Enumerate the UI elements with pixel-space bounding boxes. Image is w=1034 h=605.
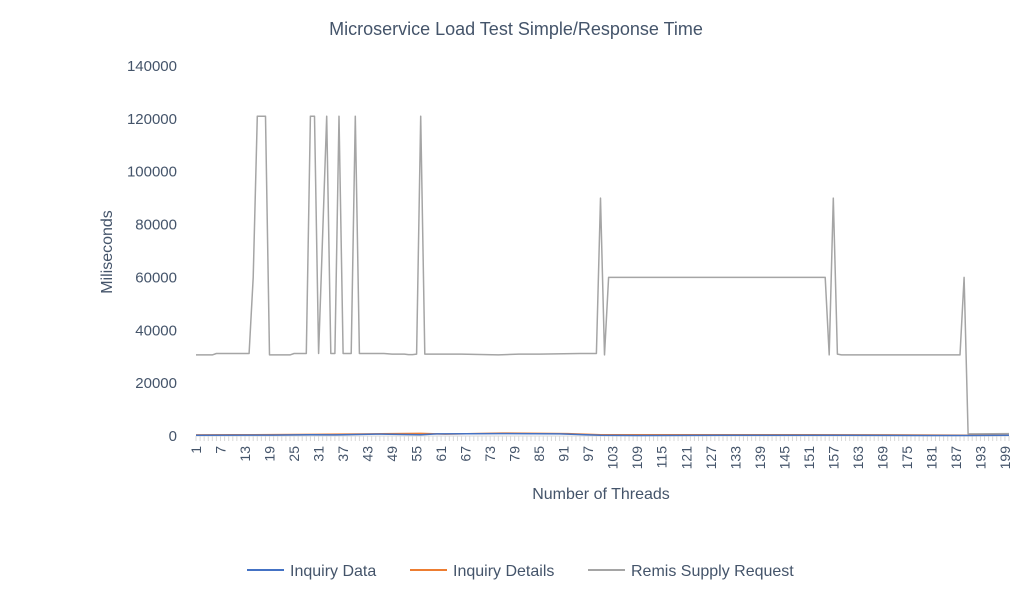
x-tick-label: 109 — [629, 446, 645, 470]
x-tick-label: 67 — [458, 446, 474, 462]
x-tick-label: 181 — [923, 446, 939, 470]
x-tick-label: 7 — [213, 446, 229, 454]
y-tick-label: 120000 — [127, 111, 177, 128]
x-tick-label: 25 — [286, 446, 302, 462]
legend-label: Remis Supply Request — [631, 563, 794, 580]
x-tick-label: 37 — [335, 446, 351, 462]
x-tick-label: 1 — [188, 446, 204, 454]
y-tick-label: 80000 — [135, 217, 177, 234]
x-tick-label: 79 — [507, 446, 523, 462]
x-tick-label: 133 — [727, 446, 743, 470]
y-axis-label: Miliseconds — [99, 210, 116, 294]
x-tick-label: 193 — [972, 446, 988, 470]
x-tick-label: 121 — [678, 446, 694, 470]
y-tick-label: 20000 — [135, 375, 177, 392]
series-lines — [195, 115, 1010, 437]
x-tick-label: 151 — [801, 446, 817, 470]
series-line-remis-supply-request — [196, 115, 1010, 435]
legend-label: Inquiry Details — [453, 563, 554, 580]
x-tick-label: 145 — [776, 446, 792, 470]
x-tick-label: 61 — [433, 446, 449, 462]
y-tick-label: 0 — [169, 428, 177, 445]
x-tick-label: 127 — [703, 446, 719, 470]
x-tick-label: 73 — [482, 446, 498, 462]
chart-title: Microservice Load Test Simple/Response T… — [329, 19, 703, 39]
x-tick-label: 85 — [531, 446, 547, 462]
x-tick-label: 43 — [360, 446, 376, 462]
x-tick-label: 163 — [850, 446, 866, 470]
x-tick-label: 199 — [997, 446, 1013, 470]
x-tick-label: 91 — [556, 446, 572, 462]
x-tick-label: 19 — [262, 446, 278, 462]
y-tick-label: 40000 — [135, 322, 177, 339]
x-tick-label: 13 — [237, 446, 253, 462]
x-tick-label: 55 — [409, 446, 425, 462]
x-tick-label: 139 — [752, 446, 768, 470]
legend-label: Inquiry Data — [290, 563, 376, 580]
x-tick-label: 103 — [605, 446, 621, 470]
x-tick-label: 115 — [654, 446, 670, 469]
x-tick-label: 49 — [384, 446, 400, 462]
x-axis: 1 7 13 19 25 31 37 43 49 55 61 67 73 79 85 91 97 103 109 11… — [188, 435, 1013, 470]
x-tick-label: 31 — [311, 446, 327, 462]
y-tick-label: 140000 — [127, 58, 177, 75]
legend: Inquiry Data Inquiry Details Remis Supply … — [247, 563, 794, 580]
x-tick-label: 169 — [874, 446, 890, 470]
series-line-inquiry-data — [195, 432, 1010, 437]
x-tick-label: 187 — [948, 446, 964, 470]
y-tick-label: 100000 — [127, 164, 177, 181]
x-tick-label: 175 — [899, 446, 915, 470]
y-axis: 0 20000 40000 60000 80000 100000 120000 140000 — [127, 58, 177, 445]
x-axis-label: Number of Threads — [532, 486, 670, 503]
y-tick-label: 60000 — [135, 269, 177, 286]
x-tick-label: 157 — [825, 446, 841, 470]
x-tick-label: 97 — [580, 446, 596, 462]
